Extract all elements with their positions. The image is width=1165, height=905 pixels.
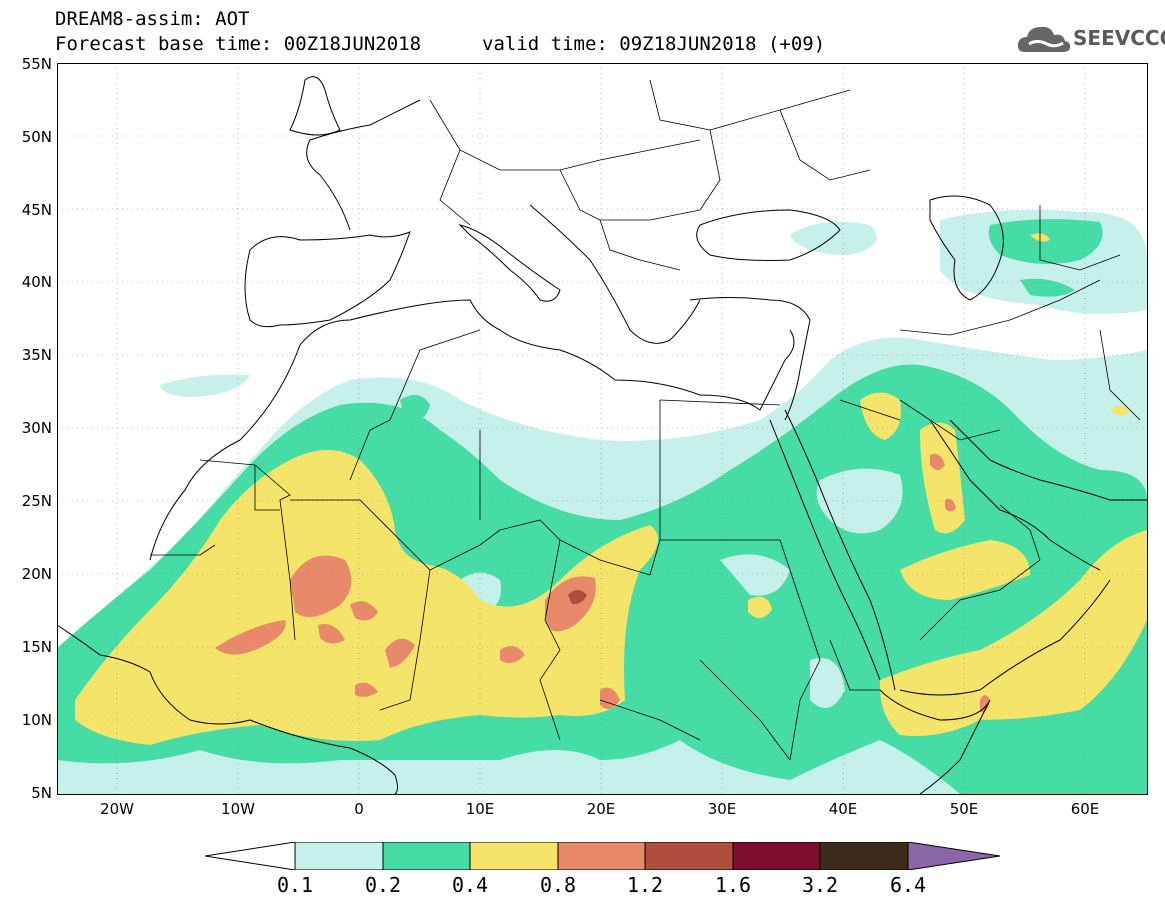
- lon-label-30e: 30E: [707, 800, 737, 818]
- lat-label-45n: 45N: [21, 201, 52, 219]
- lat-label-40n: 40N: [21, 273, 52, 291]
- colorbar-bin-1.6-3.2: [732, 842, 821, 870]
- lon-label-60e: 60E: [1070, 800, 1100, 818]
- colorbar-bin-1.2-1.6: [644, 842, 734, 870]
- lat-label-20n: 20N: [21, 565, 52, 583]
- colorbar-label: 0.4: [451, 873, 489, 897]
- aot-level-1.2-1.6: [568, 590, 587, 605]
- lat-label-5n: 5N: [31, 784, 52, 802]
- colorbar: [205, 842, 1000, 870]
- graticule: [57, 63, 1147, 794]
- logo-text: SEEVCCC: [1073, 26, 1165, 50]
- lat-label-55n: 55N: [21, 55, 52, 73]
- lon-label-40e: 40E: [828, 800, 858, 818]
- colorbar-bin-0.8-1.2: [557, 842, 646, 870]
- lon-label-0: 0: [354, 800, 364, 818]
- colorbar-label: 0.8: [539, 873, 577, 897]
- lat-label-10n: 10N: [21, 711, 52, 729]
- colorbar-label: 1.2: [626, 873, 664, 897]
- colorbar-label: 0.1: [276, 873, 314, 897]
- lat-label-35n: 35N: [21, 346, 52, 364]
- seevccc-logo: SEEVCCC: [1017, 22, 1165, 58]
- aot-level-0.4-0.8: [75, 233, 1147, 745]
- lat-label-50n: 50N: [21, 128, 52, 146]
- aot-holes: [460, 468, 903, 708]
- lat-label-25n: 25N: [21, 492, 52, 510]
- colorbar-bin-0.2-0.4: [382, 842, 471, 870]
- map-title: DREAM8-assim: AOT: [55, 8, 250, 30]
- coastlines: [57, 76, 1147, 794]
- aot-level-0.8-1.2: [215, 453, 990, 713]
- lon-label-20w: 20W: [100, 800, 134, 818]
- lon-label-10e: 10E: [465, 800, 495, 818]
- colorbar-label: 3.2: [801, 873, 839, 897]
- lon-label-10w: 10W: [221, 800, 255, 818]
- lat-label-30n: 30N: [21, 419, 52, 437]
- colorbar-label: 0.2: [364, 873, 402, 897]
- colorbar-label: 6.4: [889, 873, 927, 897]
- colorbar-label: 1.6: [714, 873, 752, 897]
- colorbar-bin-3.2-6.4: [819, 842, 909, 870]
- valid-time: valid time: 09Z18JUN2018 (+09): [482, 33, 826, 55]
- colorbar-under-arrow: [205, 842, 296, 870]
- lon-label-20e: 20E: [586, 800, 616, 818]
- forecast-base-time: Forecast base time: 00Z18JUN2018: [55, 33, 422, 55]
- colorbar-bin-0.4-0.8: [469, 842, 559, 870]
- aot-map: [57, 63, 1147, 794]
- colorbar-over-arrow: [907, 842, 1000, 870]
- country-borders: [150, 79, 1141, 761]
- colorbar-bin-0.1-0.2: [294, 842, 384, 870]
- lon-label-50e: 50E: [949, 800, 979, 818]
- lat-label-15n: 15N: [21, 638, 52, 656]
- cloud-icon: [1017, 26, 1071, 52]
